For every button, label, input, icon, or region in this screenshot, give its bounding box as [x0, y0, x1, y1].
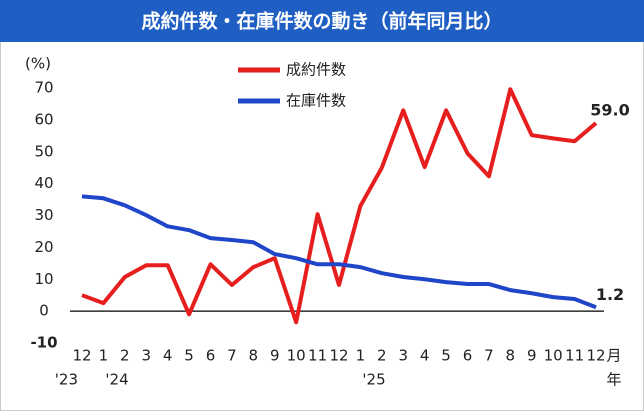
x-tick-label: 10 [544, 347, 563, 365]
x-tick-label: 5 [184, 347, 194, 365]
data-label: 59.0 [590, 101, 629, 120]
x-tick-label: 11 [308, 347, 327, 365]
x-tick-label: 9 [270, 347, 280, 365]
x-axis-label: 月 [606, 347, 621, 365]
year-label: '24 [105, 371, 128, 389]
y-tick-label: -10 [30, 334, 57, 352]
x-tick-label: 4 [163, 347, 173, 365]
series-line [81, 194, 597, 310]
year-label: '25 [362, 371, 385, 389]
x-tick-label: 8 [249, 347, 259, 365]
x-tick-label: 6 [206, 347, 216, 365]
y-tick-label: 10 [34, 270, 53, 288]
data-label: 1.2 [596, 285, 624, 304]
y-tick-label: 0 [39, 302, 49, 320]
x-tick-label: 4 [420, 347, 430, 365]
x-tick-label: 12 [586, 347, 605, 365]
x-tick-label: 10 [287, 347, 306, 365]
y-tick-label: 30 [34, 206, 53, 224]
x-tick-label: 1 [99, 347, 109, 365]
x-tick-label: 7 [227, 347, 237, 365]
x-tick-label: 8 [506, 347, 516, 365]
x-tick-label: 3 [398, 347, 408, 365]
y-tick-label: 70 [34, 79, 53, 97]
series-line [81, 87, 598, 325]
x-tick-label: 5 [441, 347, 451, 365]
x-tick-label: 2 [377, 347, 387, 365]
y-tick-label: 60 [34, 110, 53, 128]
x-tick-label: 9 [527, 347, 537, 365]
y-tick-label: 50 [34, 142, 53, 160]
x-tick-label: 2 [120, 347, 130, 365]
x-tick-label: 11 [565, 347, 584, 365]
legend-label: 成約件数 [286, 61, 346, 79]
x-tick-label: 7 [484, 347, 494, 365]
chart-title: 成約件数・在庫件数の動き（前年同月比） [141, 10, 502, 33]
x-tick-label: 3 [141, 347, 151, 365]
year-label: '23 [55, 371, 78, 389]
x-tick-label: 6 [463, 347, 473, 365]
x-axis-label: 年 [606, 371, 621, 389]
y-tick-label: 40 [34, 174, 53, 192]
legend-label: 在庫件数 [286, 92, 346, 110]
y-tick-label: 20 [34, 238, 53, 256]
x-tick-label: 12 [329, 347, 348, 365]
title-band [0, 0, 644, 42]
x-tick-label: 1 [356, 347, 366, 365]
x-tick-label: 12 [72, 347, 91, 365]
y-axis-label: (%) [25, 55, 51, 73]
